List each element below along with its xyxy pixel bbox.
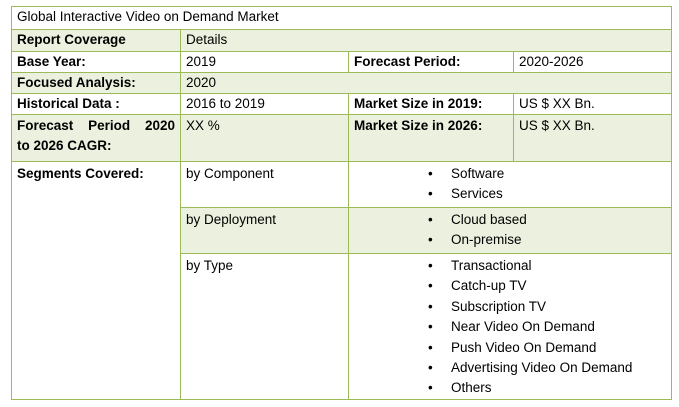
focused-analysis-row: Focused Analysis: 2020 [11, 72, 673, 94]
header-coverage: Report Coverage [11, 29, 181, 52]
segment-row-type: by Type • Transactional • Catch-up TV • Sub… [12, 253, 673, 400]
list-item: • Near Video On Demand [428, 317, 666, 337]
forecast-period-value: 2020-2026 [512, 51, 673, 73]
list-item: • Others [428, 378, 666, 398]
list-item: • Subscription TV [428, 297, 666, 317]
list-item: • Advertising Video On Demand [428, 358, 666, 378]
market-size-2026-label: Market Size in 2026: [348, 114, 514, 162]
segment-item: Advertising Video On Demand [451, 360, 633, 376]
focused-analysis-value: 2020 [179, 72, 673, 94]
segment-item: Subscription TV [451, 298, 547, 314]
segment-item: Transactional [451, 258, 532, 273]
forecast-period-label: Forecast Period: [348, 51, 514, 73]
segments-label: Segments Covered: [11, 161, 181, 400]
segment-item: On-premise [451, 232, 522, 248]
list-item: • Services [428, 184, 666, 204]
segment-group-name: by Component [180, 161, 349, 208]
segment-list-type: • Transactional • Catch-up TV • Subscriptio… [354, 256, 666, 399]
bullet-icon: • [428, 186, 433, 202]
cagr-label-line2: to 2026 CAGR: [17, 138, 112, 153]
segment-group-name: by Deployment [180, 207, 349, 254]
cagr-row: Forecast Period 2020 to 2026 CAGR: XX % … [11, 114, 673, 162]
segment-row-deployment: by Deployment • Cloud based • On-premise [12, 207, 673, 254]
market-size-2019-label: Market Size in 2019: [348, 93, 514, 115]
historical-data-value: 2016 to 2019 [180, 93, 349, 115]
segment-item: Software [451, 166, 505, 181]
market-size-2026-value: US $ XX Bn. [512, 114, 673, 162]
title-row: Global Interactive Video on Demand Marke… [10, 6, 673, 30]
table-title: Global Interactive Video on Demand Marke… [10, 6, 673, 30]
segment-item: Services [451, 186, 503, 202]
cagr-label: Forecast Period 2020 to 2026 CAGR: [11, 114, 181, 162]
list-item: • Cloud based [428, 210, 666, 230]
segment-list-component: • Software • Services [354, 164, 666, 205]
segment-group-name: by Type [180, 253, 349, 400]
list-item: • Push Video On Demand [428, 338, 666, 358]
segment-item: Near Video On Demand [451, 319, 595, 335]
list-item: • On-premise [428, 230, 666, 250]
bullet-icon: • [428, 360, 433, 376]
cagr-label-line1: Forecast Period 2020 [17, 118, 175, 133]
list-item: • Software [428, 164, 666, 184]
base-year-value: 2019 [180, 51, 349, 73]
bullet-icon: • [428, 319, 433, 335]
segment-items: • Transactional • Catch-up TV • Subscriptio… [347, 253, 673, 400]
bullet-icon: • [428, 258, 433, 273]
segment-item: Cloud based [451, 212, 527, 227]
bullet-icon: • [428, 339, 433, 355]
base-year-row: Base Year: 2019 Forecast Period: 2020-20… [11, 51, 673, 73]
historical-data-label: Historical Data : [11, 93, 181, 115]
segment-row-component: Segments Covered: by Component • Software… [11, 161, 673, 400]
list-item: • Catch-up TV [428, 276, 666, 296]
bullet-icon: • [428, 166, 433, 181]
header-row: Report Coverage Details [11, 29, 673, 52]
bullet-icon: • [428, 380, 433, 396]
bullet-icon: • [428, 278, 433, 294]
segment-items: • Software • Services [347, 161, 673, 208]
cagr-value: XX % [180, 114, 349, 162]
bullet-icon: • [428, 212, 433, 227]
header-details: Details [179, 29, 673, 52]
bullet-icon: • [428, 232, 433, 248]
market-size-2019-value: US $ XX Bn. [512, 93, 673, 115]
bullet-icon: • [428, 298, 433, 314]
historical-data-row: Historical Data : 2016 to 2019 Market Si… [11, 93, 673, 115]
segment-items: • Cloud based • On-premise [347, 207, 673, 254]
report-table: Global Interactive Video on Demand Marke… [10, 6, 673, 400]
focused-analysis-label: Focused Analysis: [11, 72, 181, 94]
segment-item: Push Video On Demand [451, 339, 597, 355]
segment-item: Others [451, 380, 492, 396]
segment-list-deployment: • Cloud based • On-premise [354, 210, 666, 251]
base-year-label: Base Year: [11, 51, 181, 73]
segment-item: Catch-up TV [451, 278, 527, 294]
list-item: • Transactional [428, 256, 666, 276]
